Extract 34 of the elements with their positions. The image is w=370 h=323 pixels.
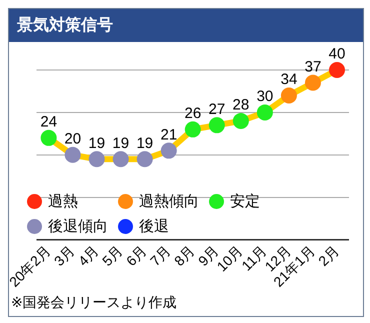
data-label: 19: [88, 134, 106, 152]
point: [232, 112, 249, 129]
data-label: 34: [280, 71, 298, 88]
point: [208, 117, 225, 134]
point: [136, 151, 153, 168]
legend-label: 後退傾向: [48, 217, 108, 236]
data-label: 30: [256, 88, 274, 106]
data-label: 24: [40, 114, 58, 131]
data-label: 21: [160, 126, 178, 144]
point: [88, 151, 105, 168]
data-label: 28: [232, 96, 250, 114]
data-label: 37: [304, 58, 322, 76]
text: ※国発会リリースより作成: [10, 294, 178, 312]
data-label: 26: [184, 105, 202, 122]
data-label: 19: [112, 134, 130, 152]
data-label: 27: [208, 100, 226, 118]
point: [328, 62, 345, 78]
point: [64, 146, 81, 163]
legend-label: 過熱: [48, 192, 78, 211]
data-label: 19: [136, 134, 154, 152]
point: [112, 151, 129, 168]
point: [160, 142, 177, 159]
point: [40, 130, 57, 146]
legend-label: 安定: [230, 192, 260, 211]
point: [304, 74, 321, 91]
point: [256, 104, 273, 120]
point: [184, 121, 201, 138]
data-label: 20: [64, 130, 82, 148]
data-label: 40: [328, 46, 346, 63]
x-tick-label: 2月: [315, 242, 342, 270]
legend-label: 過熱傾向: [139, 192, 199, 211]
legend-label: 後退: [139, 217, 169, 236]
point: [280, 87, 297, 104]
chart-title: 景気対策信号: [9, 9, 363, 42]
